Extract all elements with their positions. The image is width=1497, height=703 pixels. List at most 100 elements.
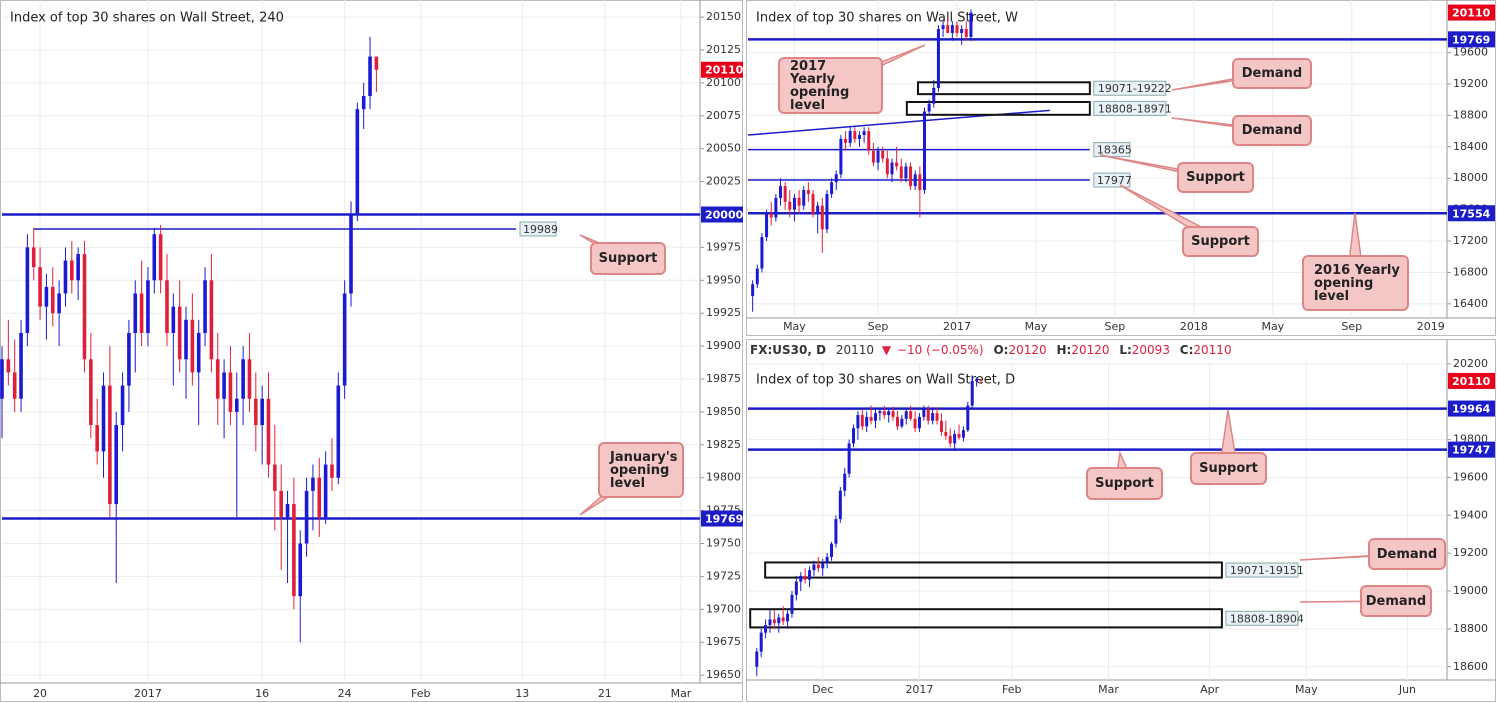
candle-body <box>101 385 106 452</box>
y-tick-label: 17200 <box>1453 234 1488 247</box>
candle-body <box>935 413 939 421</box>
y-tick-label: 19975 <box>706 240 741 253</box>
candle-body <box>777 617 781 624</box>
candle-body <box>779 186 783 198</box>
candle-body <box>950 25 954 33</box>
x-tick-label: 2017 <box>134 687 162 700</box>
ohlc-value: 20110 <box>1193 343 1231 357</box>
level-label-box <box>1093 172 1131 188</box>
candle-body <box>31 247 36 268</box>
zone-label: 18808-18971 <box>1098 102 1172 115</box>
candle-body <box>843 473 847 491</box>
demand-zone <box>764 561 1223 579</box>
ohlc-key: O: <box>993 343 1008 357</box>
y-tick-label: 16400 <box>1453 297 1488 310</box>
candle-body <box>184 319 188 360</box>
candle-body <box>165 280 169 333</box>
y-tick-label: 19825 <box>706 438 741 451</box>
candle-body <box>955 25 959 33</box>
y-tick-label: 19700 <box>706 602 741 615</box>
x-tick-label: Apr <box>1200 683 1220 696</box>
price-label-box <box>1448 400 1495 417</box>
candle-body <box>909 411 913 419</box>
candle-body <box>820 205 824 230</box>
ohlc-key: C: <box>1180 343 1194 357</box>
candle-body <box>311 477 315 491</box>
x-tick-label: Feb <box>1002 683 1021 696</box>
zone-label-box <box>1093 80 1167 96</box>
demand-zone <box>905 100 1091 116</box>
price-label-box <box>1448 31 1495 48</box>
y-tick-label: 18800 <box>1453 108 1488 121</box>
candle-body <box>857 135 861 139</box>
candle-body <box>0 359 4 399</box>
candle-body <box>374 56 379 70</box>
y-tick-label: 20075 <box>706 109 741 122</box>
x-tick-label: May <box>1025 320 1048 333</box>
candle-body <box>881 150 885 159</box>
candle-body <box>904 166 908 179</box>
callout: Support <box>590 242 666 275</box>
x-tick-label: May <box>1261 320 1284 333</box>
candle-body <box>177 306 182 360</box>
candle-body <box>38 267 42 307</box>
candle-body <box>830 543 834 557</box>
candle-body <box>786 613 790 622</box>
candle-body <box>867 131 871 151</box>
price-label-box <box>701 61 743 78</box>
candle-body <box>273 464 277 491</box>
candle-body <box>960 29 964 33</box>
y-tick-label: 19400 <box>1453 508 1488 521</box>
zone-label-box <box>1225 562 1299 578</box>
ohlc-key: H: <box>1056 343 1071 357</box>
y-tick-label: 19600 <box>1453 46 1488 59</box>
candle-body <box>285 504 290 518</box>
candle-body <box>953 433 957 444</box>
candle-body <box>876 150 880 163</box>
candle-body <box>948 435 952 444</box>
candle-body <box>788 201 792 210</box>
change: −10 (−0.05%) <box>897 343 984 357</box>
price-label: 20110 <box>1452 7 1491 20</box>
price-label-box <box>1448 441 1495 458</box>
price: 20110 <box>836 343 874 357</box>
candle-body <box>323 464 328 518</box>
candle-body <box>349 214 353 294</box>
candle-body <box>860 415 864 427</box>
price-label: 17554 <box>1452 207 1491 220</box>
y-tick-label: 20025 <box>706 175 741 188</box>
candle-body <box>6 359 11 373</box>
candle-body <box>899 166 903 179</box>
candle-body <box>266 398 271 465</box>
price-label-box <box>701 206 743 223</box>
candle-body <box>234 398 239 412</box>
price-label: 19769 <box>705 513 743 526</box>
y-tick-label: 19950 <box>706 273 741 286</box>
candle-body <box>882 411 886 415</box>
demand-zone <box>749 608 1223 629</box>
zone-label-box <box>1093 100 1167 116</box>
y-tick-label: 20125 <box>706 43 741 56</box>
callout: Support <box>1182 226 1259 257</box>
callout: Support <box>1177 162 1254 193</box>
candle-body <box>260 398 264 426</box>
candle-body <box>957 433 961 438</box>
candle-body <box>869 416 873 421</box>
candle-body <box>241 359 245 399</box>
candle-body <box>975 379 979 381</box>
candle-body <box>825 193 829 230</box>
candle-body <box>844 138 848 143</box>
candle-body <box>900 418 904 427</box>
candle-body <box>862 131 866 136</box>
candle-body <box>317 477 322 518</box>
price-label-box <box>701 510 743 527</box>
candle-body <box>891 411 895 417</box>
candle-body <box>966 405 970 431</box>
chart-title: Index of top 30 shares on Wall Street, D <box>756 373 1015 388</box>
y-tick-label: 19200 <box>1453 546 1488 559</box>
price-label-box <box>1448 205 1495 222</box>
candle-body <box>802 190 806 206</box>
candle-body <box>834 174 838 183</box>
candle-body <box>917 416 921 429</box>
